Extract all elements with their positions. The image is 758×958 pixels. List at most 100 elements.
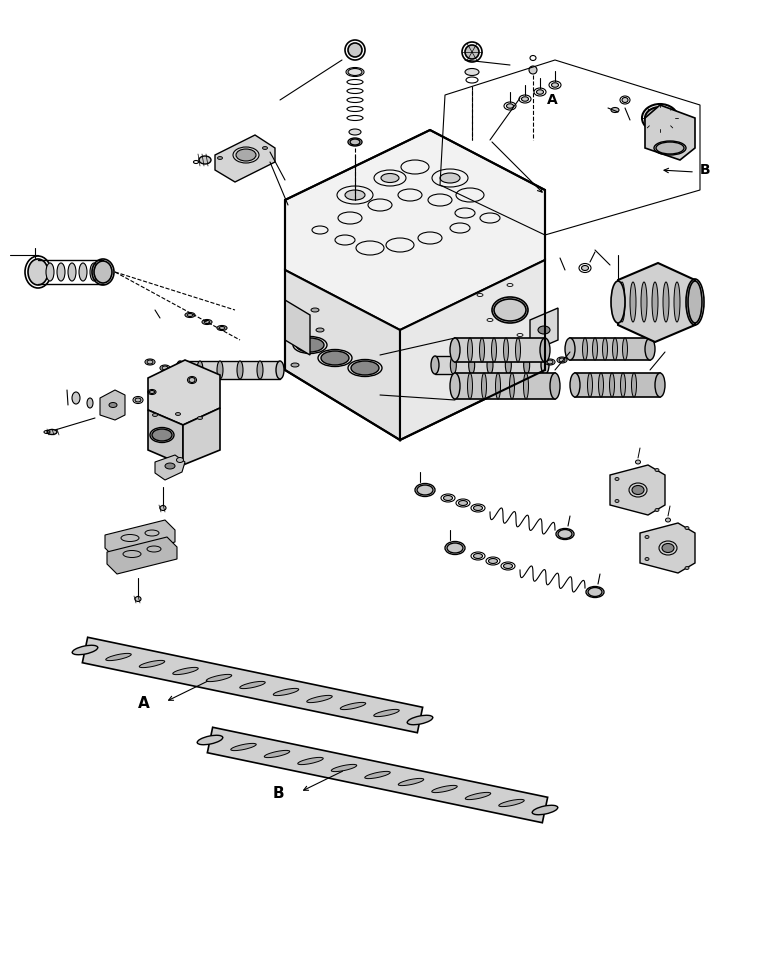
Ellipse shape: [524, 356, 530, 374]
Ellipse shape: [688, 281, 702, 323]
Ellipse shape: [582, 338, 587, 360]
Ellipse shape: [447, 543, 463, 553]
Ellipse shape: [440, 173, 460, 183]
Ellipse shape: [494, 299, 526, 321]
Ellipse shape: [538, 326, 550, 334]
Ellipse shape: [685, 566, 689, 569]
Ellipse shape: [541, 356, 549, 374]
Ellipse shape: [532, 807, 558, 813]
Ellipse shape: [28, 259, 48, 285]
Ellipse shape: [218, 156, 223, 159]
Ellipse shape: [197, 736, 223, 744]
Ellipse shape: [635, 460, 641, 464]
Ellipse shape: [481, 373, 487, 399]
Polygon shape: [107, 537, 177, 574]
Ellipse shape: [537, 90, 543, 94]
Ellipse shape: [559, 358, 565, 362]
Polygon shape: [570, 338, 650, 360]
Ellipse shape: [474, 554, 483, 559]
Ellipse shape: [524, 373, 528, 399]
Ellipse shape: [276, 361, 284, 379]
Ellipse shape: [262, 147, 268, 149]
Polygon shape: [455, 373, 555, 399]
Ellipse shape: [666, 518, 671, 522]
Polygon shape: [215, 135, 275, 182]
Ellipse shape: [152, 414, 158, 417]
Ellipse shape: [468, 356, 475, 374]
Ellipse shape: [291, 363, 299, 367]
Ellipse shape: [587, 373, 593, 397]
Ellipse shape: [674, 282, 680, 322]
Ellipse shape: [187, 313, 193, 316]
Polygon shape: [400, 260, 545, 440]
Ellipse shape: [480, 338, 484, 362]
Polygon shape: [285, 270, 400, 440]
Ellipse shape: [443, 495, 453, 500]
Ellipse shape: [552, 82, 559, 87]
Ellipse shape: [593, 338, 597, 360]
Ellipse shape: [503, 338, 509, 362]
Ellipse shape: [177, 458, 183, 463]
Ellipse shape: [173, 668, 199, 674]
Polygon shape: [83, 637, 423, 733]
Ellipse shape: [641, 282, 647, 322]
Ellipse shape: [465, 792, 490, 800]
Ellipse shape: [645, 338, 655, 360]
Ellipse shape: [68, 263, 76, 281]
Ellipse shape: [236, 149, 256, 161]
Ellipse shape: [57, 263, 65, 281]
Ellipse shape: [611, 281, 625, 323]
Ellipse shape: [307, 696, 332, 702]
Ellipse shape: [499, 799, 525, 807]
Ellipse shape: [645, 536, 649, 538]
Ellipse shape: [632, 486, 644, 494]
Ellipse shape: [348, 43, 362, 57]
Ellipse shape: [581, 265, 588, 270]
Ellipse shape: [630, 282, 636, 322]
Ellipse shape: [529, 66, 537, 74]
Ellipse shape: [450, 338, 460, 362]
Ellipse shape: [417, 485, 433, 495]
Ellipse shape: [106, 653, 131, 661]
Ellipse shape: [570, 373, 580, 397]
Ellipse shape: [547, 360, 553, 364]
Ellipse shape: [450, 373, 460, 399]
Ellipse shape: [291, 308, 299, 312]
Ellipse shape: [491, 338, 496, 362]
Ellipse shape: [655, 509, 659, 512]
Text: A: A: [547, 93, 558, 107]
Ellipse shape: [550, 373, 560, 399]
Ellipse shape: [506, 103, 513, 108]
Polygon shape: [183, 408, 220, 465]
Ellipse shape: [619, 282, 625, 322]
Ellipse shape: [349, 129, 361, 135]
Ellipse shape: [152, 429, 172, 441]
Ellipse shape: [609, 373, 615, 397]
Text: B: B: [700, 163, 711, 177]
Ellipse shape: [603, 338, 607, 360]
Ellipse shape: [621, 373, 625, 397]
Ellipse shape: [72, 646, 98, 654]
Ellipse shape: [204, 321, 210, 324]
Ellipse shape: [139, 660, 164, 668]
Ellipse shape: [175, 366, 181, 370]
Ellipse shape: [351, 361, 379, 375]
Ellipse shape: [345, 190, 365, 200]
Ellipse shape: [296, 338, 324, 352]
Polygon shape: [618, 263, 695, 342]
Ellipse shape: [219, 327, 225, 330]
Ellipse shape: [198, 417, 202, 420]
Ellipse shape: [503, 563, 512, 568]
Ellipse shape: [465, 45, 479, 59]
Ellipse shape: [160, 506, 166, 511]
Ellipse shape: [656, 142, 684, 154]
Ellipse shape: [79, 263, 87, 281]
Ellipse shape: [206, 674, 232, 681]
Ellipse shape: [407, 716, 433, 725]
Ellipse shape: [468, 338, 472, 362]
Polygon shape: [148, 360, 220, 425]
Ellipse shape: [311, 308, 319, 312]
Text: B: B: [273, 787, 284, 802]
Ellipse shape: [645, 558, 649, 560]
Ellipse shape: [622, 338, 628, 360]
